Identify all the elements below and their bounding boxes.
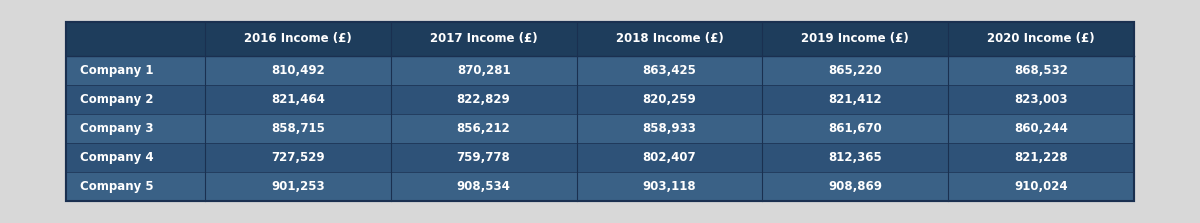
Text: 821,228: 821,228 xyxy=(1014,151,1068,164)
Bar xyxy=(205,143,391,172)
Bar xyxy=(66,22,205,56)
Text: 759,778: 759,778 xyxy=(457,151,510,164)
Bar xyxy=(66,56,205,85)
Bar xyxy=(762,143,948,172)
Bar xyxy=(948,85,1134,114)
Text: Company 1: Company 1 xyxy=(80,64,154,77)
Text: 863,425: 863,425 xyxy=(642,64,696,77)
Text: 2016 Income (£): 2016 Income (£) xyxy=(244,33,352,45)
Bar xyxy=(948,143,1134,172)
Bar xyxy=(576,22,762,56)
Bar xyxy=(391,143,576,172)
Bar xyxy=(576,143,762,172)
Bar xyxy=(948,56,1134,85)
Text: 860,244: 860,244 xyxy=(1014,122,1068,135)
Text: Company 4: Company 4 xyxy=(80,151,154,164)
Text: 908,869: 908,869 xyxy=(828,180,882,193)
Text: 821,412: 821,412 xyxy=(828,93,882,106)
Bar xyxy=(66,22,1134,201)
Bar xyxy=(576,85,762,114)
Bar xyxy=(66,172,205,201)
Text: 727,529: 727,529 xyxy=(271,151,324,164)
Bar xyxy=(948,22,1134,56)
Text: 868,532: 868,532 xyxy=(1014,64,1068,77)
Text: Company 3: Company 3 xyxy=(80,122,154,135)
Bar xyxy=(391,85,576,114)
Bar xyxy=(66,22,1134,201)
Text: Company 2: Company 2 xyxy=(80,93,154,106)
Text: 802,407: 802,407 xyxy=(643,151,696,164)
Bar xyxy=(391,22,576,56)
Text: 861,670: 861,670 xyxy=(828,122,882,135)
Bar xyxy=(576,56,762,85)
Bar xyxy=(762,172,948,201)
Bar xyxy=(205,22,391,56)
Text: 910,024: 910,024 xyxy=(1014,180,1068,193)
Text: 810,492: 810,492 xyxy=(271,64,325,77)
Text: 812,365: 812,365 xyxy=(828,151,882,164)
Text: Company 5: Company 5 xyxy=(80,180,154,193)
Bar xyxy=(762,56,948,85)
Bar xyxy=(391,114,576,143)
Text: 823,003: 823,003 xyxy=(1014,93,1068,106)
Text: 820,259: 820,259 xyxy=(642,93,696,106)
Text: 870,281: 870,281 xyxy=(457,64,510,77)
Bar xyxy=(762,114,948,143)
Text: 2019 Income (£): 2019 Income (£) xyxy=(802,33,910,45)
Bar xyxy=(66,85,205,114)
Text: 903,118: 903,118 xyxy=(643,180,696,193)
Bar xyxy=(66,114,205,143)
Bar xyxy=(576,114,762,143)
Bar xyxy=(391,172,576,201)
Bar xyxy=(948,114,1134,143)
Bar xyxy=(948,172,1134,201)
Text: 2020 Income (£): 2020 Income (£) xyxy=(988,33,1094,45)
Bar xyxy=(205,85,391,114)
Text: 821,464: 821,464 xyxy=(271,93,325,106)
Text: 822,829: 822,829 xyxy=(457,93,510,106)
Bar xyxy=(576,172,762,201)
Text: 856,212: 856,212 xyxy=(457,122,510,135)
Bar xyxy=(762,85,948,114)
Bar xyxy=(205,56,391,85)
Bar xyxy=(205,172,391,201)
Text: 858,715: 858,715 xyxy=(271,122,325,135)
Text: 901,253: 901,253 xyxy=(271,180,324,193)
Text: 2017 Income (£): 2017 Income (£) xyxy=(430,33,538,45)
Text: 858,933: 858,933 xyxy=(642,122,696,135)
Bar xyxy=(762,22,948,56)
Bar xyxy=(391,56,576,85)
Text: 865,220: 865,220 xyxy=(828,64,882,77)
Text: 2018 Income (£): 2018 Income (£) xyxy=(616,33,724,45)
Bar xyxy=(66,143,205,172)
Text: 908,534: 908,534 xyxy=(457,180,510,193)
Bar xyxy=(205,114,391,143)
